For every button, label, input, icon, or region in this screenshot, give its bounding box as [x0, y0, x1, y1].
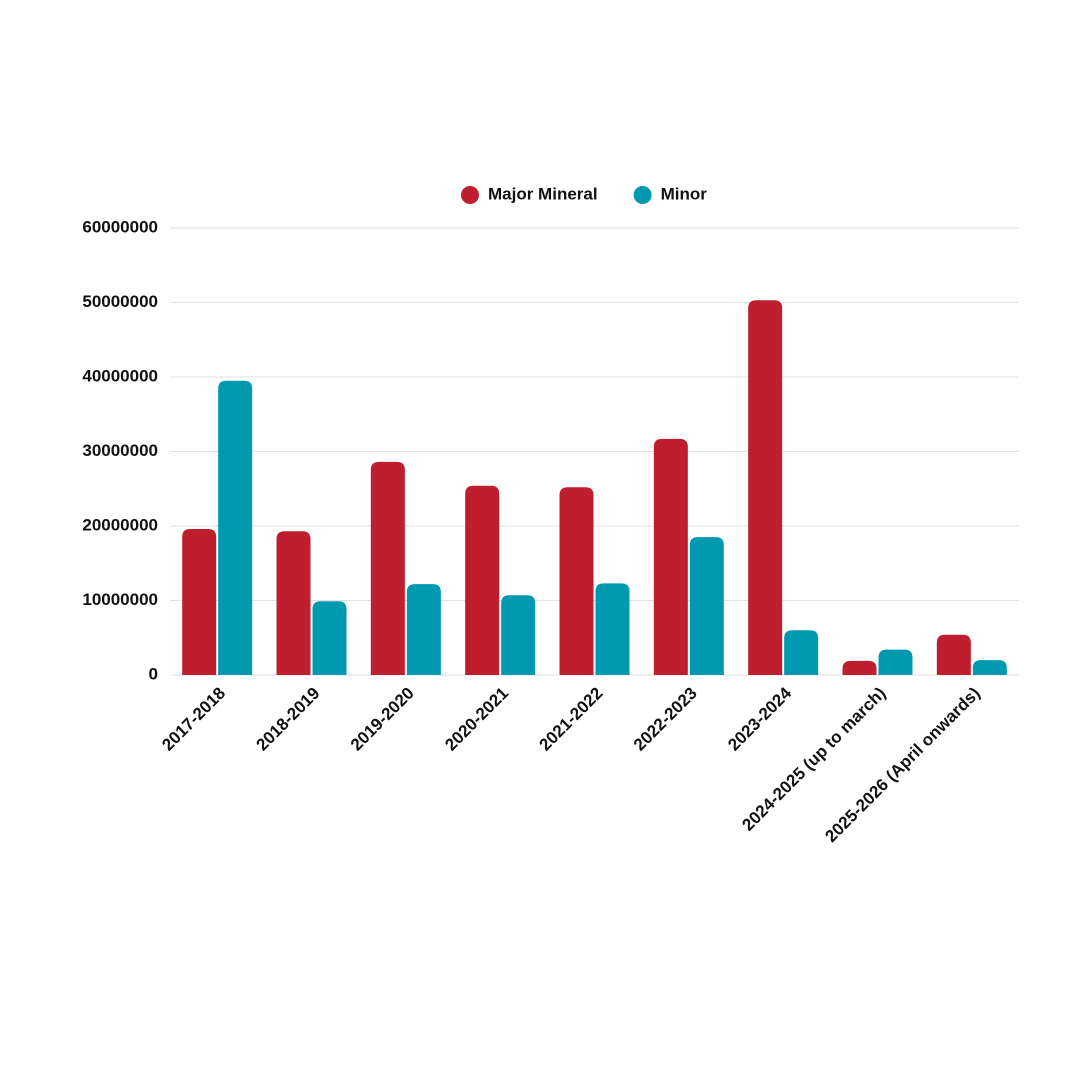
y-tick-label: 20000000 — [82, 515, 158, 534]
y-tick-label: 30000000 — [82, 441, 158, 460]
legend-marker — [633, 186, 652, 204]
y-tick-label: 60000000 — [82, 217, 158, 236]
x-tick-label: 2020-2021 — [441, 684, 512, 755]
bar — [370, 461, 405, 675]
y-tick-label: 40000000 — [82, 366, 158, 385]
x-tick-label: 2021-2022 — [536, 684, 607, 755]
x-tick-label: 2017-2018 — [158, 684, 229, 755]
bar — [842, 660, 877, 675]
bar — [748, 300, 783, 675]
bar — [689, 537, 724, 675]
y-tick-label: 0 — [149, 664, 158, 683]
y-tick-label: 10000000 — [82, 590, 158, 609]
x-tick-label: 2019-2020 — [347, 684, 418, 755]
x-tick-label: 2022-2023 — [630, 684, 701, 755]
bar — [595, 583, 630, 675]
bar — [218, 380, 253, 675]
bar — [182, 528, 217, 675]
legend-label: Major Mineral — [488, 184, 598, 203]
bar — [559, 487, 594, 675]
x-tick-label: 2025-2026 (April onwards) — [821, 684, 983, 846]
bar — [936, 634, 971, 675]
bar — [501, 595, 536, 675]
legend-label: Minor — [661, 184, 708, 203]
x-tick-label: 2023-2024 — [724, 683, 795, 754]
y-tick-label: 50000000 — [82, 292, 158, 311]
bar — [878, 649, 913, 675]
bar — [312, 601, 347, 675]
x-tick-label: 2018-2019 — [253, 684, 324, 755]
bar — [972, 660, 1007, 675]
legend-marker — [461, 186, 479, 204]
bar — [784, 630, 819, 675]
bar — [465, 485, 500, 675]
bar — [406, 584, 441, 675]
bar — [276, 531, 311, 675]
bar — [653, 438, 688, 675]
